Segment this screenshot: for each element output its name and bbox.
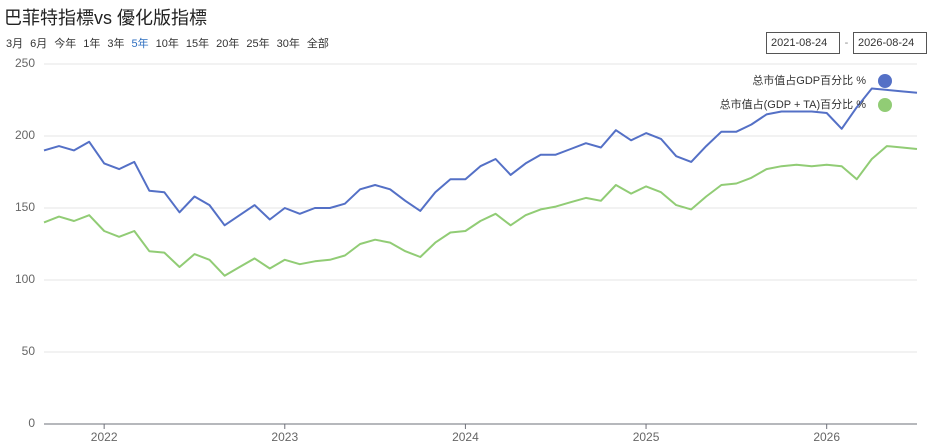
legend-marker — [878, 74, 892, 88]
range-button[interactable]: 30年 — [276, 38, 300, 50]
y-tick-label: 100 — [15, 272, 35, 286]
x-tick-label: 2023 — [271, 430, 298, 444]
x-tick-label: 2026 — [813, 430, 840, 444]
legend-marker — [878, 98, 892, 112]
range-button[interactable]: 今年 — [54, 38, 77, 50]
legend-label: 总市值占GDP百分比 % — [752, 73, 866, 87]
y-tick-label: 200 — [15, 128, 35, 142]
date-to-input[interactable]: 2026-08-24 — [853, 32, 927, 54]
date-separator: - — [844, 37, 849, 49]
data-line — [43, 87, 918, 227]
y-tick-label: 250 — [15, 56, 35, 70]
page-title: 巴菲特指標vs 優化版指標 — [4, 8, 207, 28]
y-tick-label: 0 — [28, 416, 35, 430]
range-button[interactable]: 全部 — [306, 38, 329, 50]
x-tick-label: 2025 — [633, 430, 660, 444]
range-button[interactable]: 5年 — [131, 38, 149, 50]
range-selector: 3月 6月 今年 1年 3年 5年 10年 15年 20年 25年 30年 全部 — [6, 35, 329, 51]
range-button[interactable]: 3月 — [6, 38, 24, 50]
y-tick-label: 150 — [15, 200, 35, 214]
date-from-input[interactable]: 2021-08-24 — [766, 32, 840, 54]
x-tick-label: 2024 — [452, 430, 479, 444]
range-button[interactable]: 6月 — [30, 38, 48, 50]
range-button[interactable]: 10年 — [155, 38, 179, 50]
range-button[interactable]: 3年 — [107, 38, 125, 50]
data-line — [43, 145, 918, 277]
legend-label: 总市值占(GDP + TA)百分比 % — [720, 97, 867, 111]
y-tick-label: 50 — [22, 344, 36, 358]
date-range: 2021-08-24 - 2026-08-24 — [766, 32, 927, 54]
range-button[interactable]: 15年 — [185, 38, 210, 50]
x-tick-label: 2022 — [91, 430, 118, 444]
range-button[interactable]: 1年 — [83, 38, 101, 50]
range-button[interactable]: 25年 — [246, 38, 270, 50]
range-button[interactable]: 20年 — [216, 38, 240, 50]
